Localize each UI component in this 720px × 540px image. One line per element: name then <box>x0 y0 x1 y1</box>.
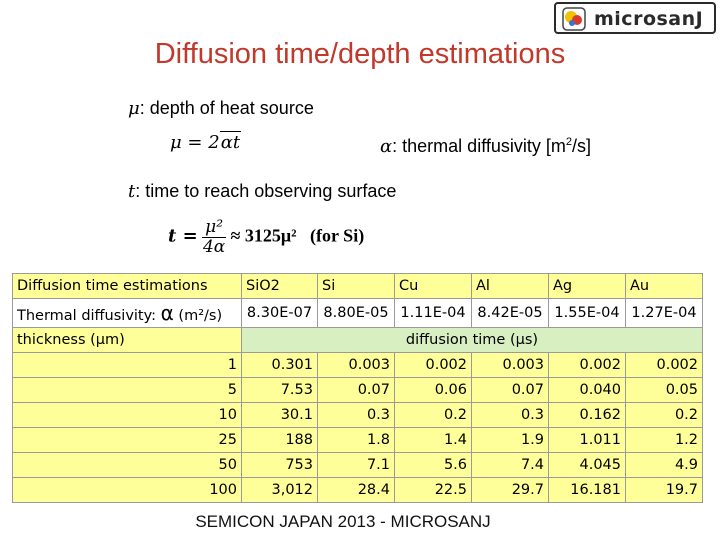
diffusion-time-cell: 28.4 <box>317 477 395 503</box>
material-header: Cu <box>394 273 472 299</box>
diffusivity-value: 8.42E-05 <box>471 298 549 328</box>
material-header: Al <box>471 273 549 299</box>
diffusion-time-cell: 0.05 <box>625 377 703 403</box>
table-row: 1 0.301 0.003 0.002 0.003 0.002 0.002 <box>12 352 703 378</box>
diffusion-time-cell: 30.1 <box>241 402 318 428</box>
diffusion-time-header: diffusion time (μs) <box>241 327 703 353</box>
table-row: 5 7.53 0.07 0.06 0.07 0.040 0.05 <box>12 377 703 403</box>
diffusion-time-cell: 753 <box>241 452 318 478</box>
t-equation-denominator: 4α <box>202 237 226 257</box>
diffusivity-value: 1.11E-04 <box>394 298 472 328</box>
diffusivity-value: 1.27E-04 <box>625 298 703 328</box>
t-definition-text: : time to reach observing surface <box>135 181 397 201</box>
thickness-cell: 5 <box>12 377 242 403</box>
alpha-units-exponent: 2 <box>565 136 572 148</box>
diffusion-time-cell: 1.9 <box>471 427 549 453</box>
diffusion-time-cell: 7.53 <box>241 377 318 403</box>
diffusion-time-cell: 3,012 <box>241 477 318 503</box>
diffusion-time-cell: 1.2 <box>625 427 703 453</box>
diffusion-time-cell: 1.011 <box>548 427 626 453</box>
diffusion-time-table: Diffusion time estimations SiO2 Si Cu Al… <box>12 273 703 503</box>
diffusion-time-cell: 16.181 <box>548 477 626 503</box>
table-header-row: Diffusion time estimations SiO2 Si Cu Al… <box>12 273 703 299</box>
t-symbol: t <box>128 181 136 202</box>
diffusion-time-cell: 0.2 <box>625 402 703 428</box>
mu-definition: μ: depth of heat source <box>128 98 314 119</box>
diffusion-time-cell: 29.7 <box>471 477 549 503</box>
diffusion-time-cell: 1.4 <box>394 427 472 453</box>
mu-symbol: μ <box>128 98 140 119</box>
t-equation-lhs: t = <box>168 225 198 247</box>
material-header: Au <box>625 273 703 299</box>
alpha-definition: α: thermal diffusivity [m2/s] <box>380 136 591 157</box>
diffusivity-row: Thermal diffusivity: α (m²/s) 8.30E-07 8… <box>12 298 703 328</box>
table-row: 25 188 1.8 1.4 1.9 1.011 1.2 <box>12 427 703 453</box>
subheader-row: thickness (μm) diffusion time (μs) <box>12 327 703 353</box>
diffusion-time-cell: 19.7 <box>625 477 703 503</box>
thickness-cell: 50 <box>12 452 242 478</box>
diffusion-time-cell: 0.162 <box>548 402 626 428</box>
table-row: 50 753 7.1 5.6 7.4 4.045 4.9 <box>12 452 703 478</box>
diffusion-time-cell: 7.1 <box>317 452 395 478</box>
diffusion-time-cell: 0.3 <box>471 402 549 428</box>
footer-text: SEMICON JAPAN 2013 - MICROSANJ <box>195 512 491 531</box>
diffusivity-value: 8.80E-05 <box>317 298 395 328</box>
diffusivity-value: 8.30E-07 <box>241 298 318 328</box>
diffusion-time-cell: 0.3 <box>317 402 395 428</box>
t-equation-fraction: μ² 4α <box>202 218 227 257</box>
diffusion-time-cell: 0.06 <box>394 377 472 403</box>
diffusion-time-cell: 7.4 <box>471 452 549 478</box>
diffusion-time-cell: 0.002 <box>394 352 472 378</box>
mu-definition-text: : depth of heat source <box>139 98 314 118</box>
t-equation: t = μ² 4α ≈ 3125μ² (for Si) <box>168 218 364 257</box>
diffusion-time-cell: 5.6 <box>394 452 472 478</box>
alpha-symbol: α <box>380 136 393 157</box>
microsanj-logo: microsanJ <box>554 2 716 34</box>
thickness-header: thickness (μm) <box>12 327 242 353</box>
t-equation-approx: ≈ 3125μ² <box>230 225 297 246</box>
diffusion-time-cell: 4.9 <box>625 452 703 478</box>
material-header: Ag <box>548 273 626 299</box>
mu-equation: μ = 2αt <box>170 131 242 153</box>
mu-equation-lhs: μ = 2 <box>170 132 220 153</box>
table-data-rows: 1 0.301 0.003 0.002 0.003 0.002 0.002 5 7.53 0.07… <box>12 352 703 503</box>
diffusivity-value: 1.55E-04 <box>548 298 626 328</box>
diffusion-time-cell: 0.2 <box>394 402 472 428</box>
alpha-units-end: /s] <box>572 136 592 156</box>
diffusion-time-cell: 0.002 <box>625 352 703 378</box>
material-header: SiO2 <box>241 273 318 299</box>
thickness-cell: 1 <box>12 352 242 378</box>
diffusion-time-cell: 188 <box>241 427 318 453</box>
diffusion-time-cell: 0.301 <box>241 352 318 378</box>
diffusion-time-cell: 0.003 <box>471 352 549 378</box>
mu-equation-root: αt <box>219 131 242 153</box>
logo-text: microsanJ <box>594 8 704 30</box>
diffusion-time-cell: 22.5 <box>394 477 472 503</box>
page-title: Diffusion time/depth estimations <box>154 38 566 70</box>
microsanj-logo-icon <box>562 7 586 31</box>
t-equation-note: (for Si) <box>310 225 365 246</box>
diffusion-time-cell: 0.003 <box>317 352 395 378</box>
thickness-cell: 25 <box>12 427 242 453</box>
alpha-definition-text: : thermal diffusivity [m <box>392 136 566 156</box>
table-row: 100 3,012 28.4 22.5 29.7 16.181 19.7 <box>12 477 703 503</box>
material-header: Si <box>317 273 395 299</box>
diffusivity-units: (m²/s) <box>173 308 223 324</box>
diffusivity-label: Thermal diffusivity: α (m²/s) <box>12 298 242 328</box>
diffusion-time-cell: 0.002 <box>548 352 626 378</box>
table-title-cell: Diffusion time estimations <box>12 273 242 299</box>
diffusion-time-cell: 1.8 <box>317 427 395 453</box>
diffusion-time-cell: 0.07 <box>317 377 395 403</box>
thickness-cell: 100 <box>12 477 242 503</box>
t-definition: t: time to reach observing surface <box>128 181 396 202</box>
diffusivity-alpha: α <box>160 301 174 325</box>
thickness-cell: 10 <box>12 402 242 428</box>
diffusion-time-cell: 0.040 <box>548 377 626 403</box>
diffusion-time-cell: 0.07 <box>471 377 549 403</box>
diffusivity-label-text: Thermal diffusivity: <box>17 308 161 324</box>
table-row: 10 30.1 0.3 0.2 0.3 0.162 0.2 <box>12 402 703 428</box>
diffusion-time-cell: 4.045 <box>548 452 626 478</box>
t-equation-numerator: μ² <box>202 218 227 238</box>
